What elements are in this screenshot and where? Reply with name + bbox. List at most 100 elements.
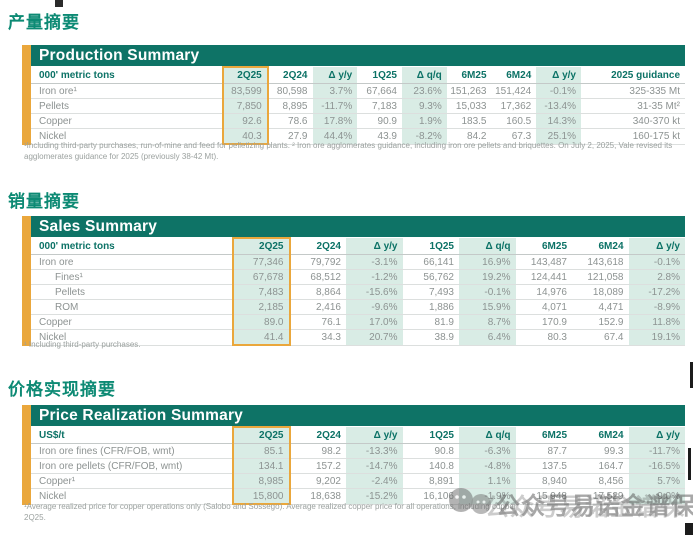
column-header: Δ y/y: [628, 238, 685, 255]
table-row: Iron ore¹ 83,599 80,598 3.7% 67,664 23.6% 151,…: [31, 83, 685, 99]
value-cell: 15.9%: [459, 299, 516, 315]
value-cell: 3.7%: [312, 83, 358, 99]
value-cell: -4.8%: [459, 458, 516, 474]
column-header: Δ y/y: [346, 427, 403, 444]
value-cell: -13.4%: [536, 98, 581, 114]
value-cell: 67,664: [357, 83, 402, 99]
table-row: Copper 92.6 78.6 17.8% 90.9 1.9% 183.5 160.5 14.…: [31, 113, 685, 129]
value-cell: -3.1%: [346, 254, 403, 270]
column-header: Δ q/q: [402, 67, 447, 84]
table-row: Nickel 40.3 27.9 44.4% 43.9 -8.2% 84.2 67.3 25.1…: [31, 128, 685, 145]
value-cell: 90.8: [402, 443, 459, 459]
value-cell: 34.3: [289, 329, 346, 346]
column-header: 2025 guidance: [581, 67, 685, 84]
column-header: 2Q25: [232, 426, 291, 444]
value-cell: 8,895: [267, 98, 313, 114]
value-cell: 80.3: [515, 329, 572, 346]
column-header: Δ q/q: [459, 427, 516, 444]
sales-table-container: Sales Summary 000' metric tons 2Q25 2Q24 Δ …: [22, 216, 685, 346]
value-cell: -15.2%: [346, 488, 403, 505]
value-cell: 85.1: [232, 443, 291, 459]
value-cell: 8.7%: [459, 314, 516, 330]
value-cell: -0.1%: [536, 83, 581, 99]
value-cell: 17.0%: [346, 314, 403, 330]
column-header: 6M25: [515, 238, 572, 255]
value-cell: 1,886: [402, 299, 459, 315]
value-cell: 67.3: [491, 128, 537, 145]
value-cell: 4,471: [572, 299, 629, 315]
value-cell: 79,792: [289, 254, 346, 270]
value-cell: 15,800: [232, 488, 291, 505]
value-cell: 38.9: [402, 329, 459, 346]
value-cell: -11.7%: [628, 443, 685, 459]
column-header: 6M25: [515, 427, 572, 444]
row-label: Iron ore: [31, 254, 233, 270]
price-table-container: Price Realization Summary US$/t 2Q25 2Q24 Δ…: [22, 405, 685, 505]
unit-label: 000' metric tons: [31, 238, 233, 255]
production-table: 000' metric tons 2Q25 2Q24 Δ y/y 1Q25 Δ q/q 6M…: [31, 66, 685, 145]
column-header: Δ q/q: [459, 238, 516, 255]
value-cell: 121,058: [572, 269, 629, 285]
table-row: ROM 2,185 2,416 -9.6% 1,886 15.9% 4,071 4,471 -8…: [31, 299, 685, 315]
value-cell: 164.7: [572, 458, 629, 474]
value-cell: 14.3%: [536, 113, 581, 129]
value-cell: 2,416: [289, 299, 346, 315]
scan-artifact: [688, 448, 691, 480]
row-label: Fines¹: [31, 269, 233, 285]
table-row: Nickel 41.4 34.3 20.7% 38.9 6.4% 80.3 67.4 19.1%: [31, 329, 685, 346]
value-cell: 7,493: [402, 284, 459, 300]
column-header: 6M24: [572, 238, 629, 255]
column-header: 6M24: [491, 67, 537, 84]
value-cell: 23.6%: [402, 83, 447, 99]
value-cell: 87.7: [515, 443, 572, 459]
value-cell: -17.2%: [628, 284, 685, 300]
value-cell: 31-35 Mt²: [581, 98, 685, 114]
row-label: Pellets: [31, 98, 223, 114]
production-footnote: ¹Including third-party purchases, run-of…: [24, 141, 673, 161]
value-cell: -1.2%: [346, 269, 403, 285]
row-label: Copper: [31, 113, 223, 129]
table-row: Iron ore 77,346 79,792 -3.1% 66,141 16.9% 143,…: [31, 254, 685, 270]
value-cell: 160-175 kt: [581, 128, 685, 145]
row-label: Iron ore¹: [31, 83, 223, 99]
column-header: Δ y/y: [536, 67, 581, 84]
scan-artifact: [690, 362, 693, 388]
value-cell: -9.6%: [346, 299, 403, 315]
column-header: 2Q24: [289, 238, 346, 255]
value-cell: 17.8%: [312, 113, 358, 129]
value-cell: 8,456: [572, 473, 629, 489]
row-label: Copper¹: [31, 473, 233, 489]
value-cell: 67.4: [572, 329, 629, 346]
column-header: 2Q25: [232, 237, 291, 255]
value-cell: 98.2: [289, 443, 346, 459]
row-label: Iron ore fines (CFR/FOB, wmt): [31, 443, 233, 459]
value-cell: 89.0: [232, 314, 291, 330]
section-heading-price-cn: 价格实现摘要: [8, 380, 116, 399]
value-cell: 1.1%: [459, 473, 516, 489]
row-label: ROM: [31, 299, 233, 315]
value-cell: 2,185: [232, 299, 291, 315]
value-cell: 11.8%: [628, 314, 685, 330]
row-label: Copper: [31, 314, 233, 330]
unit-label: 000' metric tons: [31, 67, 223, 84]
value-cell: -0.1%: [459, 284, 516, 300]
value-cell: 80,598: [267, 83, 313, 99]
production-table-container: Production Summary 000' metric tons 2Q25 2…: [22, 45, 685, 145]
value-cell: 15,948: [515, 488, 572, 505]
column-header: 6M24: [572, 427, 629, 444]
value-cell: -16.5%: [628, 458, 685, 474]
value-cell: -13.3%: [346, 443, 403, 459]
value-cell: 124,441: [515, 269, 572, 285]
value-cell: -14.7%: [346, 458, 403, 474]
value-cell: 4,071: [515, 299, 572, 315]
value-cell: 143,618: [572, 254, 629, 270]
unit-label: US$/t: [31, 427, 233, 444]
value-cell: 19.2%: [459, 269, 516, 285]
value-cell: 84.2: [446, 128, 492, 145]
table-row: Nickel 15,800 18,638 -15.2% 16,106 -1.9% 15,94…: [31, 488, 685, 505]
value-cell: 99.3: [572, 443, 629, 459]
sales-table-title: Sales Summary: [31, 216, 685, 237]
value-cell: 43.9: [357, 128, 402, 145]
value-cell: -11.7%: [312, 98, 358, 114]
value-cell: 7,183: [357, 98, 402, 114]
